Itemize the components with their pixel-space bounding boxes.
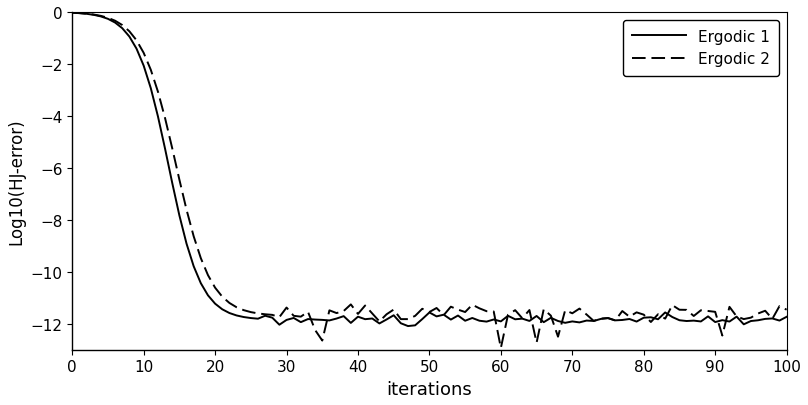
Ergodic 1 <box>117 27 127 32</box>
Ergodic 1 <box>782 315 792 320</box>
Ergodic 1 <box>403 324 413 329</box>
Ergodic 1 <box>610 318 620 323</box>
Line: Ergodic 1: Ergodic 1 <box>72 14 787 326</box>
Ergodic 2 <box>117 23 127 28</box>
Y-axis label: Log10(HJ-error): Log10(HJ-error) <box>7 118 25 245</box>
Ergodic 2 <box>782 307 792 312</box>
Ergodic 1 <box>503 313 513 318</box>
Ergodic 1 <box>67 11 77 16</box>
Ergodic 1 <box>574 320 584 325</box>
Ergodic 2 <box>246 310 255 315</box>
Ergodic 1 <box>246 316 255 321</box>
Ergodic 2 <box>503 313 513 318</box>
Ergodic 2 <box>574 307 584 311</box>
Ergodic 2 <box>67 11 77 16</box>
Ergodic 2 <box>610 318 620 323</box>
Line: Ergodic 2: Ergodic 2 <box>72 14 787 348</box>
Ergodic 2 <box>396 317 406 322</box>
Ergodic 1 <box>396 321 406 326</box>
Ergodic 2 <box>496 346 506 351</box>
Legend: Ergodic 1, Ergodic 2: Ergodic 1, Ergodic 2 <box>623 21 779 77</box>
X-axis label: iterations: iterations <box>386 380 473 398</box>
